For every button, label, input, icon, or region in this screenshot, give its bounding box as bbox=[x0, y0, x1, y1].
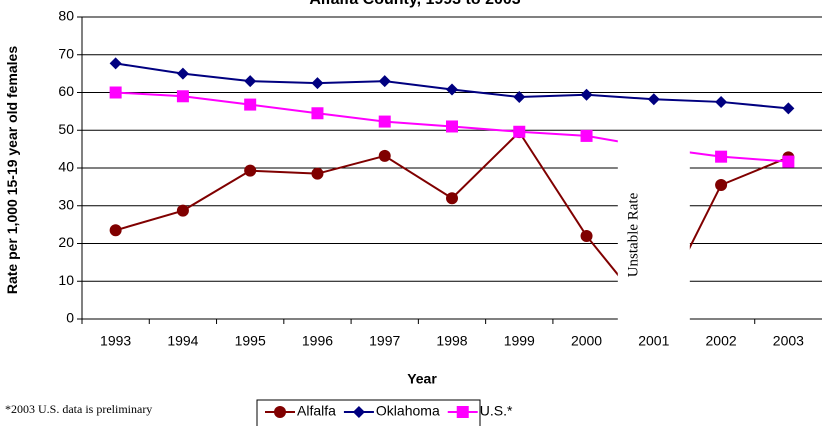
y-tick-label: 80 bbox=[58, 8, 74, 24]
data-point bbox=[782, 102, 795, 115]
annotation-box bbox=[617, 140, 690, 330]
data-point bbox=[176, 67, 189, 80]
data-point bbox=[311, 167, 324, 180]
data-point bbox=[715, 95, 728, 108]
data-point bbox=[647, 93, 660, 106]
data-point bbox=[513, 125, 526, 138]
y-tick-label: 60 bbox=[58, 83, 74, 99]
data-point bbox=[580, 229, 593, 242]
y-tick-label: 20 bbox=[58, 234, 74, 250]
x-tick-label: 1998 bbox=[436, 333, 467, 349]
y-axis-label: Rate per 1,000 15-19 year old females bbox=[4, 45, 20, 295]
data-point bbox=[311, 107, 324, 120]
data-point bbox=[244, 98, 257, 111]
x-tick-label: 2003 bbox=[773, 333, 804, 349]
x-axis-label: Year bbox=[407, 371, 437, 387]
data-point bbox=[378, 75, 391, 88]
data-point bbox=[378, 149, 391, 162]
x-tick-label: 1999 bbox=[504, 333, 535, 349]
data-point bbox=[311, 77, 324, 90]
legend-marker bbox=[456, 406, 469, 418]
data-point bbox=[580, 88, 593, 101]
x-tick-label: 1997 bbox=[369, 333, 400, 349]
y-tick-label: 30 bbox=[58, 196, 74, 212]
x-tick-label: 2002 bbox=[706, 333, 737, 349]
legend-label: Alfalfa bbox=[297, 403, 336, 419]
x-tick-label: 2000 bbox=[571, 333, 602, 349]
data-point bbox=[715, 150, 728, 163]
data-point bbox=[580, 129, 593, 142]
x-tick-label: 2001 bbox=[638, 333, 669, 349]
legend-label: U.S.* bbox=[480, 403, 513, 419]
data-point bbox=[378, 115, 391, 128]
x-tick-label: 1994 bbox=[167, 333, 198, 349]
y-tick-label: 40 bbox=[58, 159, 74, 175]
data-point bbox=[176, 204, 189, 217]
data-point bbox=[109, 57, 122, 70]
legend-marker bbox=[352, 406, 365, 418]
data-point bbox=[715, 178, 728, 191]
y-tick-label: 10 bbox=[58, 272, 74, 288]
data-point bbox=[446, 192, 458, 205]
chart-title: Alfalfa County, 1993 to 2003 bbox=[309, 0, 520, 8]
data-point bbox=[244, 75, 257, 88]
x-tick-label: 1995 bbox=[235, 333, 266, 349]
data-point bbox=[513, 91, 526, 104]
legend-marker bbox=[274, 406, 286, 418]
y-tick-label: 50 bbox=[58, 121, 74, 137]
data-point bbox=[782, 155, 795, 168]
y-tick-label: 0 bbox=[66, 310, 74, 326]
legend-label: Oklahoma bbox=[376, 403, 440, 419]
y-label-box: Rate per 1,000 15-19 year old females bbox=[4, 45, 20, 295]
annotation: Unstable Rate bbox=[625, 192, 641, 277]
y-tick-label: 70 bbox=[58, 45, 74, 61]
data-point bbox=[176, 90, 189, 103]
footnote: *2003 U.S. data is preliminary bbox=[5, 402, 152, 416]
data-point bbox=[109, 86, 122, 99]
x-tick-label: 1993 bbox=[100, 333, 131, 349]
data-point bbox=[244, 164, 257, 177]
x-tick-label: 1996 bbox=[302, 333, 333, 349]
data-point bbox=[446, 120, 458, 133]
data-point bbox=[109, 224, 122, 237]
data-point bbox=[446, 83, 458, 96]
